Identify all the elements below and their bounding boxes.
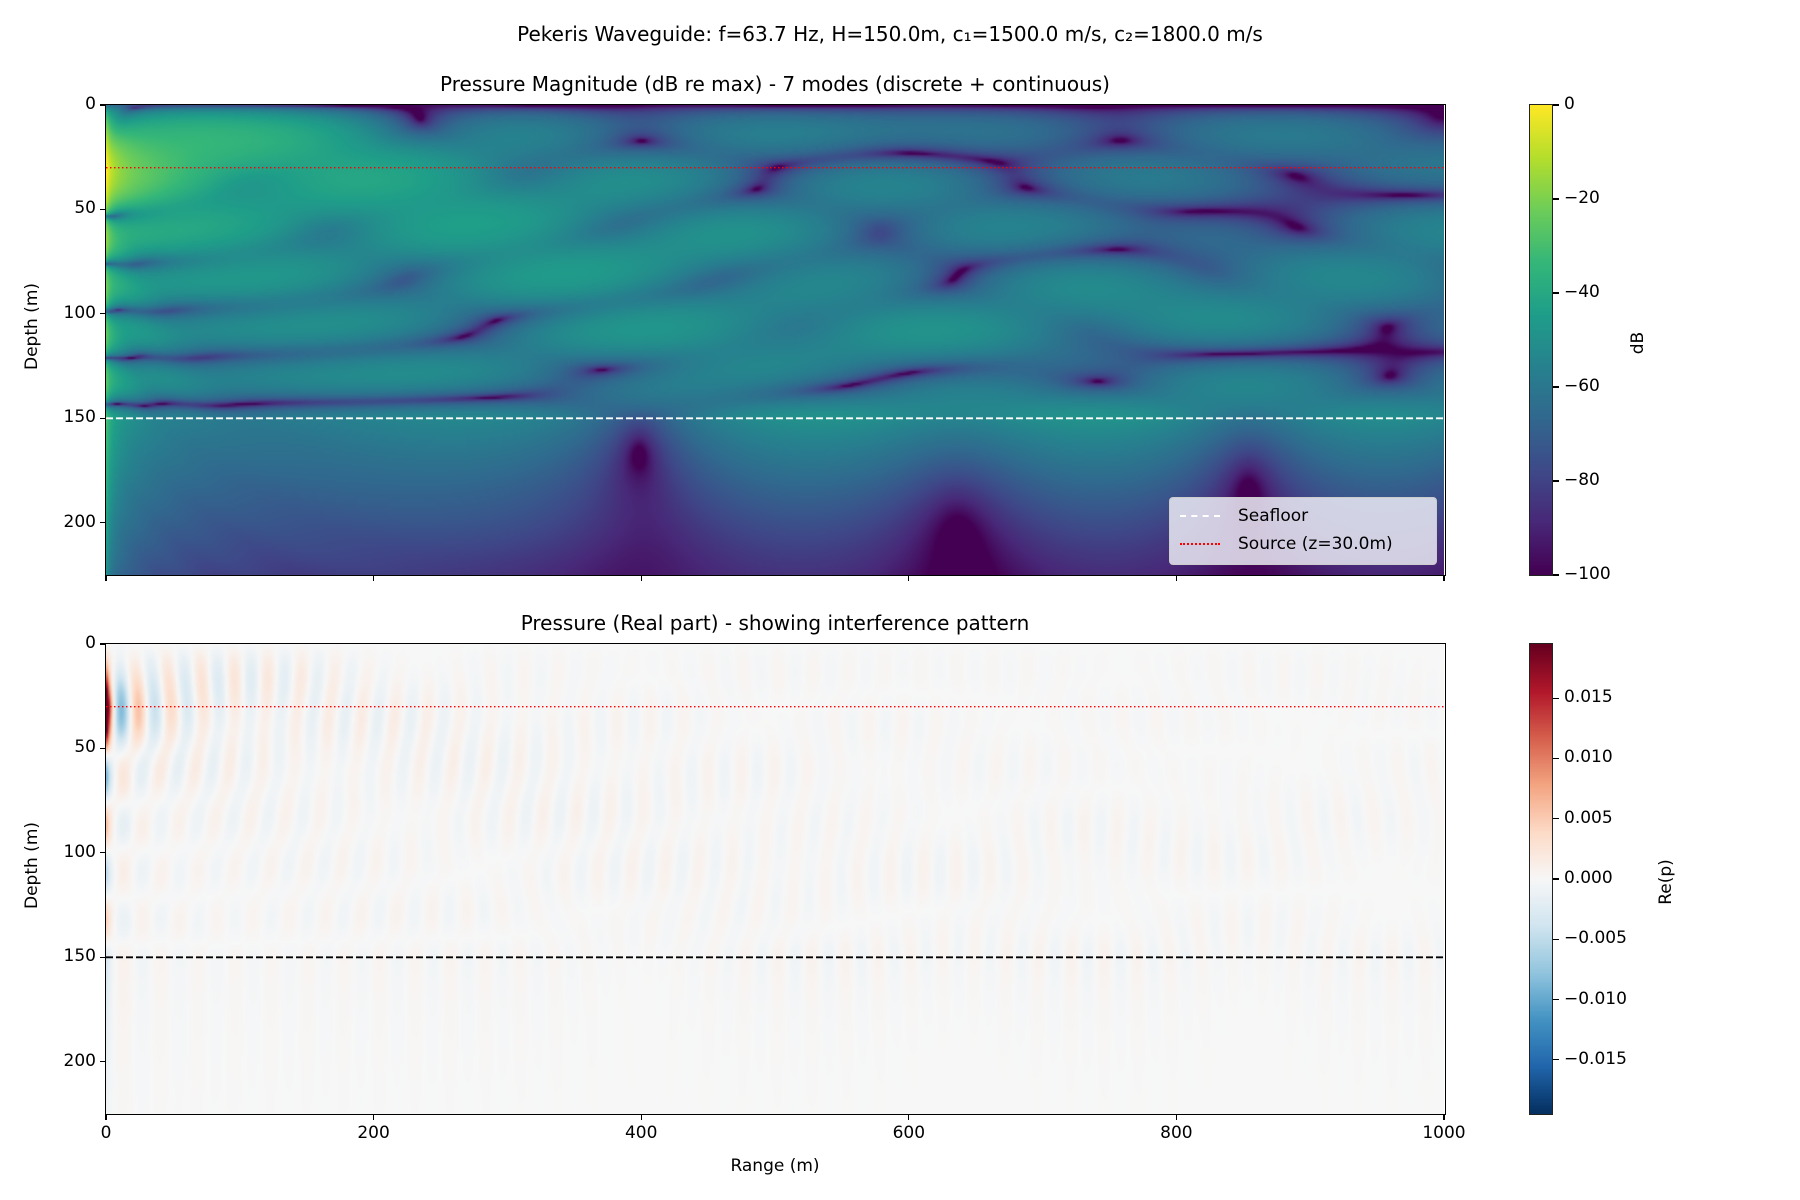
db-colorbar [1530, 105, 1552, 575]
y-tick [100, 956, 106, 958]
x-tick [373, 575, 375, 581]
real-part-ylabel: Depth (m) [22, 821, 42, 909]
real-part-overlay [106, 705, 1444, 959]
y-tick-label: 0 [85, 633, 96, 653]
colorbar-tick [1553, 574, 1559, 576]
colorbar-tick [1553, 480, 1559, 482]
y-tick [100, 313, 106, 315]
y-tick-label: 150 [63, 946, 96, 967]
x-tick-label: 600 [892, 1123, 926, 1143]
db-colorbar-frame [1529, 104, 1553, 576]
legend: Seafloor Source (z=30.0m) [1169, 497, 1437, 565]
x-tick [640, 575, 642, 581]
colorbar-tick [1553, 757, 1559, 760]
y-tick [100, 417, 106, 419]
colorbar-tick-label: 0.005 [1564, 807, 1613, 828]
x-tick [908, 575, 910, 581]
y-tick [100, 208, 106, 211]
x-tick [908, 1114, 910, 1120]
db-colorbar-label: dB [1628, 331, 1648, 355]
colorbar-tick [1553, 697, 1559, 699]
colorbar-tick-label: −80 [1564, 470, 1600, 490]
colorbar-tick [1553, 292, 1559, 294]
legend-label: Seafloor [1238, 506, 1309, 526]
y-tick-label: 0 [85, 94, 96, 114]
magnitude-title: Pressure Magnitude (dB re max) - 7 modes… [440, 72, 1110, 96]
y-tick [100, 1061, 106, 1063]
colorbar-tick [1553, 1059, 1559, 1061]
colorbar-tick-label: 0.000 [1564, 868, 1613, 888]
x-tick [1175, 1114, 1177, 1120]
x-tick [105, 575, 107, 581]
x-tick-label: 1000 [1422, 1123, 1466, 1143]
y-tick-label: 200 [63, 1050, 96, 1071]
colorbar-tick [1553, 878, 1559, 880]
colorbar-tick [1553, 198, 1559, 200]
colorbar-tick-label: −60 [1564, 376, 1600, 396]
magnitude-overlay [106, 166, 1444, 420]
y-tick-label: 50 [74, 198, 96, 219]
real-part-title: Pressure (Real part) - showing interfere… [520, 611, 1030, 635]
x-tick [1443, 1114, 1445, 1120]
colorbar-tick-label: −100 [1564, 564, 1611, 584]
y-tick-label: 100 [63, 841, 96, 862]
legend-entry-source: Source (z=30.0m) [1180, 533, 1393, 555]
real-part-axes [105, 643, 1446, 1115]
colorbar-tick [1553, 386, 1559, 388]
rep-colorbar-frame [1529, 643, 1553, 1115]
colorbar-tick [1553, 104, 1559, 106]
legend-label: Source (z=30.0m) [1238, 534, 1393, 554]
colorbar-tick [1553, 998, 1559, 1001]
x-tick [1443, 575, 1445, 581]
x-tick [105, 1114, 107, 1120]
colorbar-tick [1553, 938, 1559, 940]
y-tick-label: 150 [63, 407, 96, 428]
x-axis-label: Range (m) [730, 1156, 820, 1176]
y-tick [100, 747, 106, 750]
x-tick-label: 400 [624, 1123, 658, 1143]
x-tick-label: 800 [1160, 1123, 1193, 1143]
colorbar-tick-label: −0.015 [1564, 1048, 1627, 1069]
y-tick-label: 50 [74, 737, 96, 758]
y-tick [100, 852, 106, 854]
magnitude-ylabel: Depth (m) [22, 282, 42, 370]
x-tick-label: 0 [100, 1123, 112, 1143]
x-tick [640, 1114, 642, 1120]
colorbar-tick-label: 0.010 [1564, 747, 1613, 768]
magnitude-axes [105, 104, 1446, 576]
colorbar-tick [1553, 818, 1559, 820]
real-part-heatmap [106, 644, 1444, 1114]
y-tick-label: 100 [63, 302, 96, 323]
x-tick [1175, 575, 1177, 581]
y-tick [100, 522, 106, 524]
dotted-line-icon [1180, 543, 1220, 545]
magnitude-heatmap [106, 105, 1444, 575]
y-tick-label: 200 [63, 511, 96, 532]
colorbar-tick-label: 0.015 [1564, 687, 1613, 708]
colorbar-tick-label: −0.005 [1564, 928, 1627, 949]
y-tick [100, 643, 106, 645]
rep-colorbar-label: Re(p) [1656, 859, 1676, 905]
colorbar-tick-label: 0 [1564, 94, 1575, 114]
colorbar-tick-label: −20 [1564, 188, 1600, 208]
y-tick [100, 104, 106, 106]
figure-title: Pekeris Waveguide: f=63.7 Hz, H=150.0m, … [517, 22, 1263, 46]
colorbar-tick-label: −40 [1564, 282, 1600, 302]
x-tick-label: 200 [357, 1123, 390, 1143]
colorbar-tick-label: −0.010 [1564, 988, 1627, 1009]
dashed-line-icon [1180, 515, 1220, 517]
legend-entry-seafloor: Seafloor [1180, 505, 1308, 527]
x-tick [373, 1114, 375, 1120]
rep-colorbar [1530, 644, 1552, 1114]
